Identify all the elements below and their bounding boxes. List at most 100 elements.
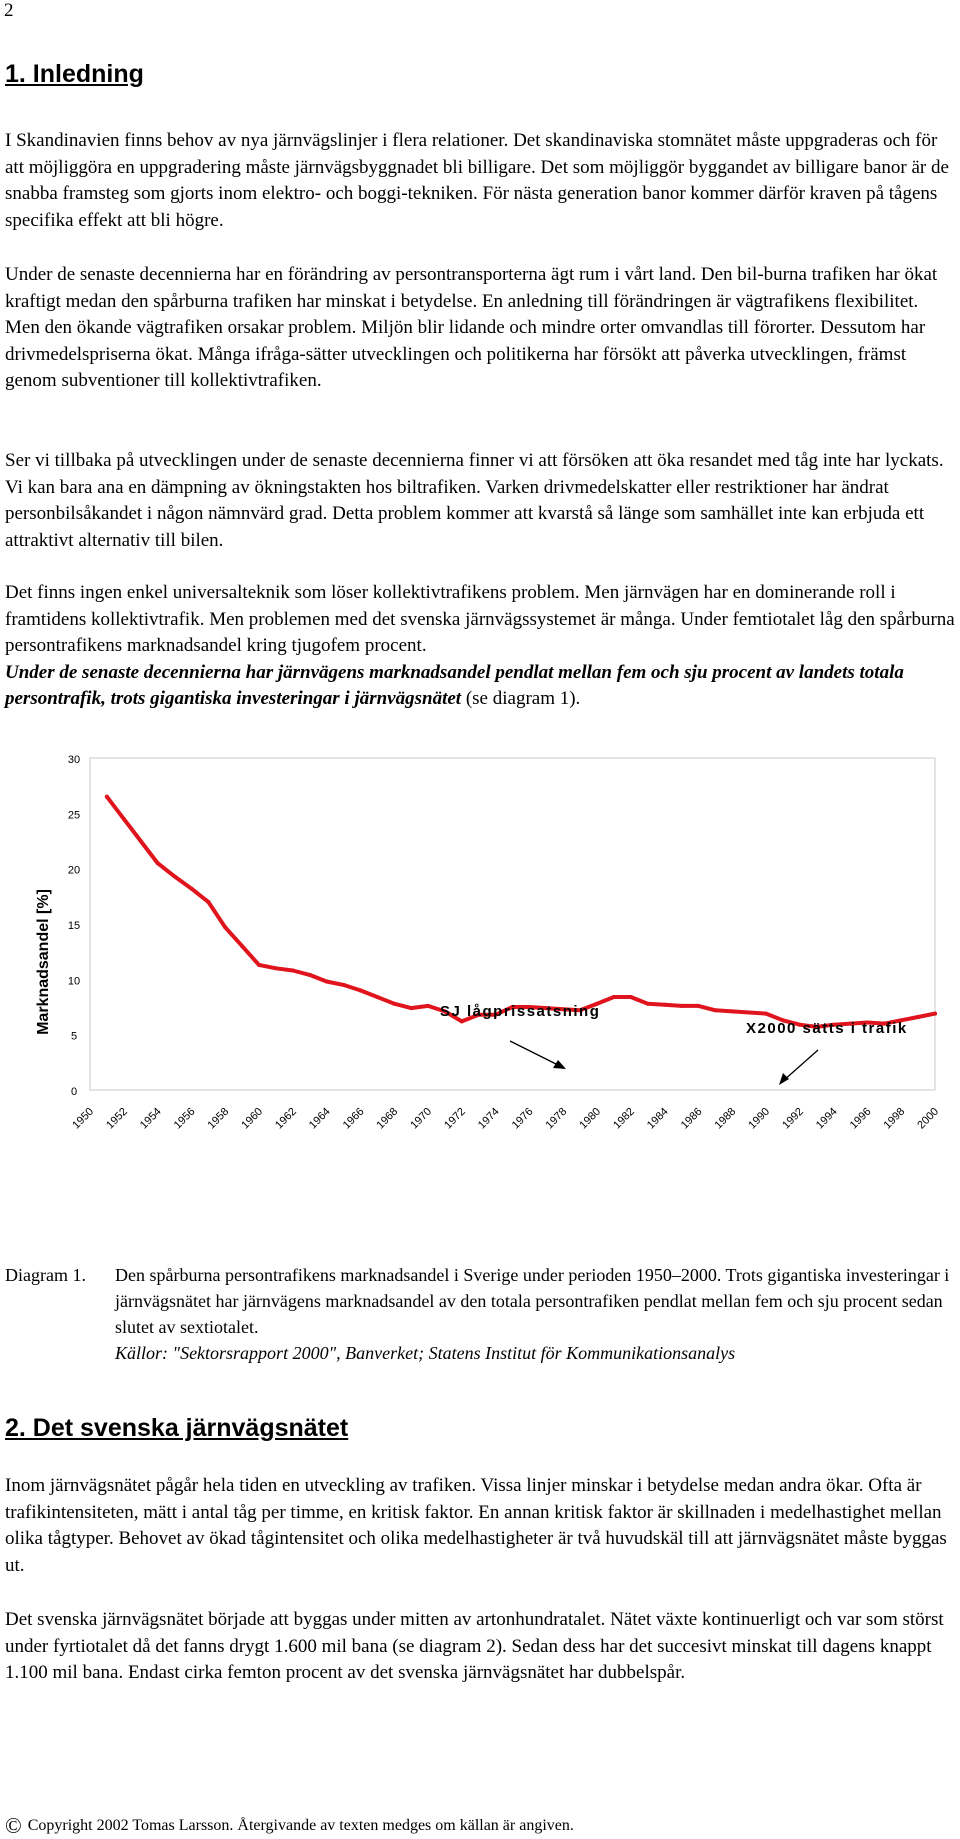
section-2-paragraph-1: Inom järnvägsnätet pågår hela tiden en u… — [5, 1475, 947, 1576]
paragraph-4-end-text: (se diagram 1). — [461, 688, 581, 709]
x-tick-label: 1988 — [713, 1106, 739, 1132]
section-2-title: 2. Det svenska järnvägsnätet — [5, 1414, 349, 1442]
data-point — [848, 1021, 853, 1026]
data-point — [493, 1012, 498, 1017]
data-point — [544, 1006, 549, 1011]
data-point — [257, 962, 261, 967]
data-point — [392, 1001, 397, 1006]
x-tick-label: 1990 — [746, 1106, 772, 1132]
annotation-arrow-x2000 — [782, 1049, 819, 1082]
market-share-chart: 0 5 10 15 20 25 30 1950 1952 1954 1956 1958 1960 196… — [35, 754, 941, 1132]
x-tick-label: 1998 — [882, 1106, 908, 1132]
data-point — [730, 1009, 735, 1014]
data-point — [155, 861, 160, 866]
data-point — [442, 1009, 447, 1014]
caption-text: Den spårburna persontrafikens marknadsan… — [115, 1265, 950, 1337]
x-tick-label: 1986 — [679, 1106, 705, 1132]
x-tick-label: 1976 — [510, 1106, 536, 1132]
x-tick-label: 2000 — [915, 1106, 941, 1132]
paragraph-4-plain-text: Det finns ingen enkel universalteknik so… — [5, 582, 955, 656]
y-tick-label: 10 — [68, 975, 80, 987]
x-tick-label: 1974 — [476, 1106, 502, 1132]
data-point — [324, 979, 329, 984]
paragraph-4-bold-italic-text: Under de senaste decennierna har järnväg… — [5, 661, 904, 710]
data-point — [459, 1019, 464, 1024]
x-tick-label: 1978 — [544, 1106, 570, 1132]
x-tick-label: 1984 — [645, 1106, 671, 1132]
x-tick-label: 1956 — [172, 1106, 198, 1132]
section-1-paragraph-4: Det finns ingen enkel universalteknik so… — [5, 580, 955, 713]
data-point — [831, 1022, 836, 1027]
x-tick-label: 1952 — [104, 1106, 130, 1132]
data-point — [527, 1005, 532, 1009]
data-point — [628, 995, 633, 999]
x-tick-label: 1950 — [70, 1106, 96, 1132]
data-point — [409, 1006, 414, 1011]
page-number: 2 — [4, 0, 14, 21]
data-point — [916, 1015, 921, 1019]
x-tick-label: 1968 — [375, 1106, 401, 1132]
copyright-text: Copyright 2002 Tomas Larsson. Återgivand… — [27, 1817, 574, 1834]
x-tick-label: 1972 — [442, 1106, 468, 1132]
annotation-x2000: X2000 sätts i trafik — [746, 1020, 908, 1037]
y-tick-label: 15 — [68, 920, 80, 932]
caption-label: Diagram 1. — [5, 1265, 86, 1285]
data-point — [138, 839, 143, 843]
diagram-caption: Diagram 1. Den spårburna persontrafikens… — [5, 1262, 955, 1363]
annotation-sj-lagprissatsning: SJ lågprissatsning — [440, 1003, 600, 1020]
data-point — [933, 1011, 937, 1016]
x-tick-label: 1992 — [780, 1106, 806, 1132]
data-point — [307, 972, 312, 977]
annotation-arrow-sj — [509, 1040, 563, 1068]
section-2-paragraph-2: Det svenska järnvägsnätet började att by… — [5, 1609, 944, 1683]
data-point — [121, 816, 126, 821]
data-point — [578, 1008, 583, 1013]
section-1-paragraph-2: Under de senaste decennierna har en förä… — [5, 264, 938, 391]
data-point — [476, 1012, 481, 1017]
caption-text-block: Den spårburna persontrafikens marknadsan… — [115, 1262, 960, 1366]
x-tick-label: 1994 — [814, 1106, 840, 1132]
data-point — [341, 982, 346, 987]
x-tick-label: 1996 — [848, 1106, 874, 1132]
data-point — [645, 1001, 650, 1006]
x-tick-label: 1966 — [341, 1106, 367, 1132]
data-point — [426, 1003, 430, 1008]
y-tick-label: 5 — [71, 1031, 77, 1043]
copyright-symbol: © — [5, 1813, 22, 1838]
annotation-arrowhead-x2000 — [779, 1073, 789, 1085]
x-tick-label: 1980 — [577, 1106, 603, 1132]
data-point — [223, 925, 228, 930]
footer: © Copyright 2002 Tomas Larsson. Återgivan… — [5, 1813, 574, 1839]
data-point — [375, 995, 380, 999]
series-points — [104, 794, 937, 1029]
x-tick-label: 1958 — [206, 1106, 232, 1132]
data-point — [172, 874, 177, 879]
data-point — [713, 1008, 718, 1013]
data-point — [679, 1003, 684, 1008]
x-tick-label: 1962 — [273, 1106, 299, 1132]
x-tick-labels: 1950 1952 1954 1956 1958 1960 1962 1964 1966 1968… — [70, 1106, 941, 1132]
x-tick-label: 1954 — [138, 1106, 164, 1132]
data-point — [662, 1002, 667, 1007]
x-tick-label: 1970 — [408, 1106, 434, 1132]
y-axis-label: Marknadsandel [%] — [35, 889, 52, 1035]
x-tick-label: 1960 — [239, 1106, 265, 1132]
data-point — [899, 1018, 904, 1023]
y-tick-label: 20 — [68, 865, 80, 877]
data-point — [780, 1018, 785, 1023]
y-tick-labels: 0 5 10 15 20 25 30 — [68, 754, 80, 1098]
data-point — [882, 1021, 887, 1026]
data-point — [189, 886, 194, 891]
series-line-marknadsandel — [104, 794, 937, 1029]
data-point — [104, 794, 109, 799]
y-tick-label: 0 — [71, 1086, 77, 1098]
data-point — [206, 899, 211, 904]
data-point — [510, 1005, 515, 1009]
data-point — [240, 944, 245, 949]
data-point — [814, 1024, 819, 1029]
x-tick-label: 1964 — [307, 1106, 333, 1132]
data-point — [696, 1003, 701, 1008]
section-1-title: 1. Inledning — [5, 60, 144, 88]
annotation-arrowhead-sj — [553, 1060, 566, 1069]
data-point — [273, 966, 278, 971]
